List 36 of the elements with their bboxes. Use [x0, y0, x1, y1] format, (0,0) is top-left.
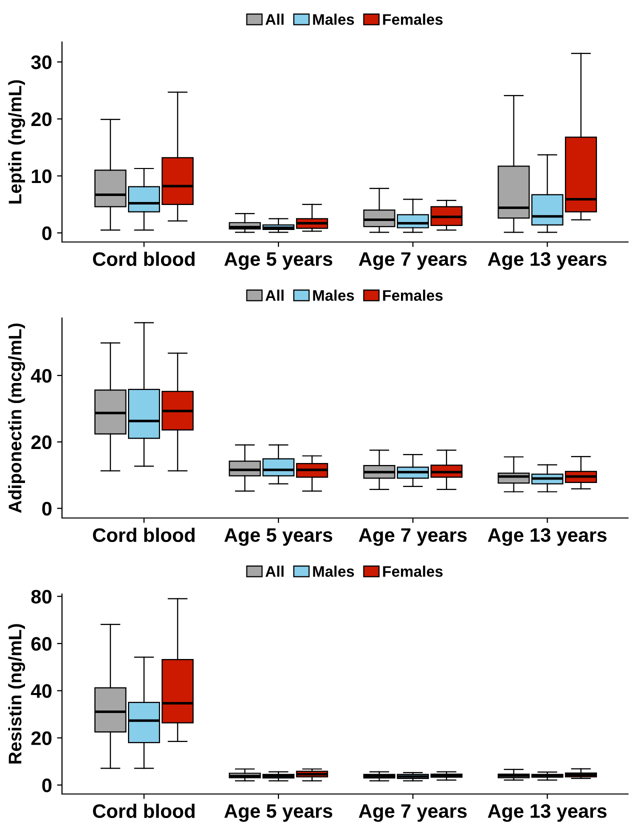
y-tick-label: 0 — [42, 226, 52, 240]
legend-label: Males — [313, 14, 354, 25]
y-axis-title: Adiponectin (mcg/mL) — [8, 324, 26, 513]
x-tick-label: Cord blood — [92, 252, 195, 266]
x-tick-label: Age 13 years — [488, 804, 607, 822]
y-tick-label: 20 — [31, 731, 52, 746]
y-tick-label: 0 — [42, 502, 52, 516]
y-tick-label: 60 — [31, 636, 52, 651]
y-tick-label: 40 — [30, 684, 52, 698]
x-tick-label: Cord blood — [92, 528, 195, 542]
x-tick-label: Age 5 years — [224, 528, 332, 546]
legend-label: Females — [383, 290, 443, 301]
legend-label: Females — [383, 566, 443, 577]
y-tick-label: 10 — [32, 169, 52, 184]
x-tick-label: Age 5 years — [224, 252, 332, 270]
x-tick-label: Cord blood — [92, 804, 195, 818]
y-axis-title: Leptin (ng/mL) — [8, 80, 26, 204]
x-tick-label: Age 13 years — [488, 252, 607, 270]
legend-label: Males — [313, 290, 354, 301]
y-axis-title: Resistin (ng/mL) — [8, 624, 26, 764]
x-tick-label: Age 7 years — [358, 804, 467, 822]
x-tick-label: Age 7 years — [358, 252, 467, 270]
y-tick-label: 80 — [31, 590, 52, 604]
x-tick-label: Age 5 years — [224, 804, 332, 822]
y-tick-label: 20 — [31, 435, 52, 450]
legend-label: Females — [383, 14, 443, 25]
legend-label: All — [265, 566, 284, 577]
y-tick-label: 20 — [31, 112, 52, 126]
legend-label: All — [265, 14, 284, 25]
y-tick-label: 0 — [42, 778, 52, 792]
legend-label: All — [265, 290, 284, 301]
y-tick-label: 30 — [31, 55, 52, 70]
x-tick-label: Age 7 years — [358, 528, 467, 546]
legend-label: Males — [313, 566, 354, 577]
x-tick-label: Age 13 years — [488, 528, 607, 546]
y-tick-label: 40 — [30, 368, 52, 383]
